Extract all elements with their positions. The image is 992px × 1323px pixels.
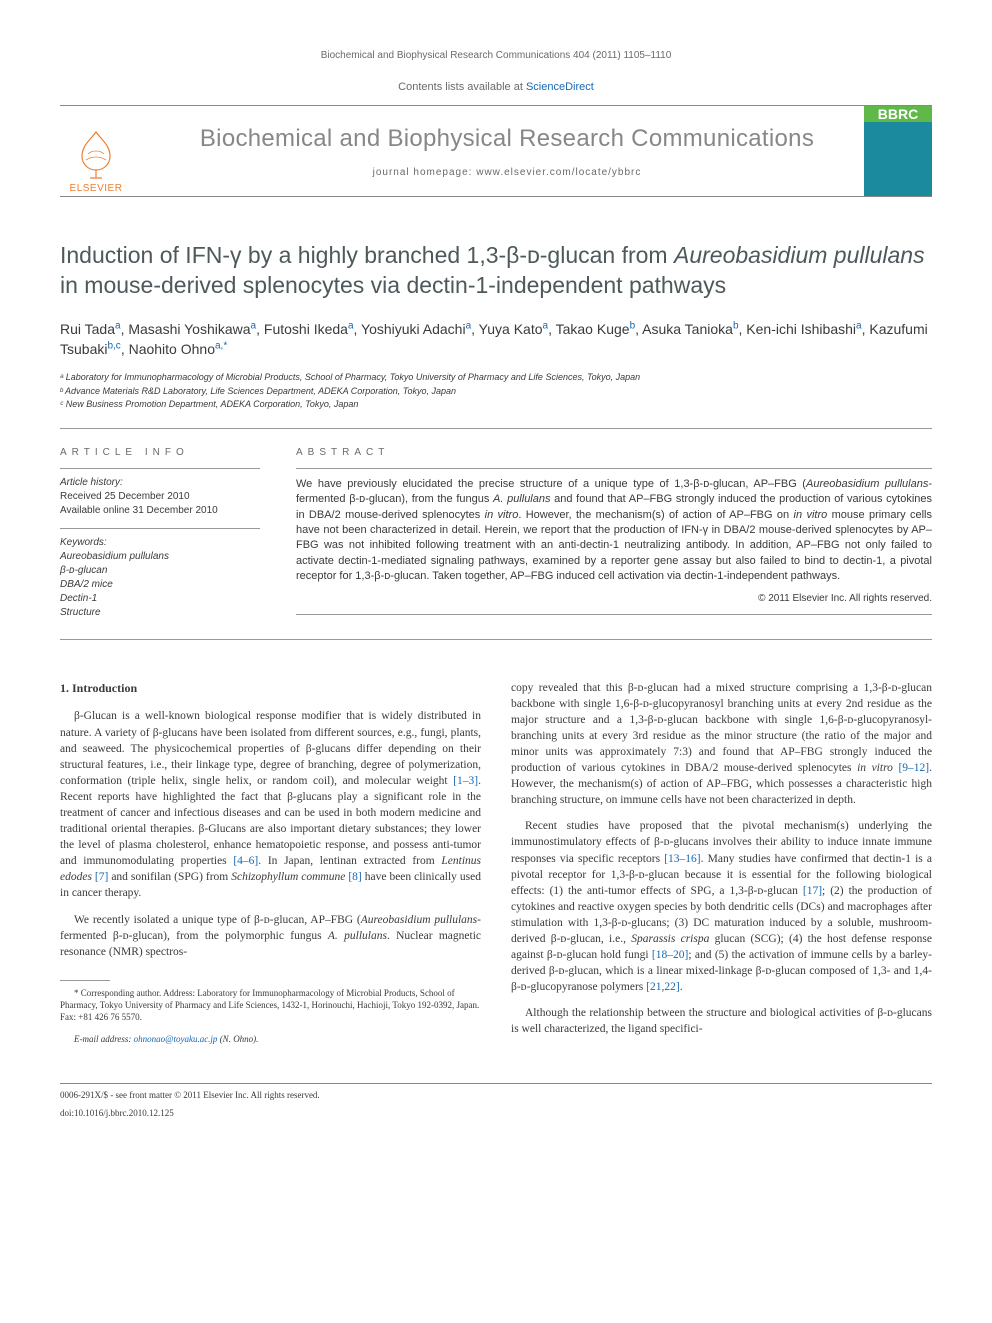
info-abstract-row: ARTICLE INFO Article history: Received 2… (60, 447, 932, 623)
footnote-rule (60, 980, 110, 981)
elsevier-tree-icon (72, 128, 120, 180)
divider (60, 428, 932, 429)
article-info-col: ARTICLE INFO Article history: Received 2… (60, 447, 260, 623)
abstract-col: ABSTRACT We have previously elucidated t… (296, 447, 932, 623)
bottom-rule (60, 1083, 932, 1084)
sciencedirect-link[interactable]: ScienceDirect (526, 81, 594, 93)
abstract-copyright: © 2011 Elsevier Inc. All rights reserved… (296, 593, 932, 604)
history-heading: Article history: (60, 477, 260, 488)
email-person: (N. Ohno). (220, 1034, 259, 1044)
article-title: Induction of IFN-γ by a highly branched … (60, 241, 932, 301)
corresponding-author-note: * Corresponding author. Address: Laborat… (60, 987, 481, 1023)
body-paragraph: Recent studies have proposed that the pi… (511, 818, 932, 995)
affiliation-a: ᵃ Laboratory for Immunopharmacology of M… (60, 371, 932, 385)
abstract-text: We have previously elucidated the precis… (296, 477, 932, 585)
journal-homepage: journal homepage: www.elsevier.com/locat… (150, 167, 864, 178)
journal-banner: ELSEVIER Biochemical and Biophysical Res… (60, 105, 932, 197)
header-citation: Biochemical and Biophysical Research Com… (60, 50, 932, 61)
body-col-left: 1. Introduction β-Glucan is a well-known… (60, 680, 481, 1056)
article-info-heading: ARTICLE INFO (60, 447, 260, 458)
info-divider (296, 468, 932, 469)
page-root: Biochemical and Biophysical Research Com… (0, 0, 992, 1169)
journal-title-block: Biochemical and Biophysical Research Com… (150, 125, 864, 178)
affiliation-b: ᵇ Advance Materials R&D Laboratory, Life… (60, 385, 932, 399)
journal-title: Biochemical and Biophysical Research Com… (150, 125, 864, 153)
info-divider (296, 614, 932, 615)
keywords-list: Aureobasidium pullulansβ-ᴅ-glucanDBA/2 m… (60, 550, 260, 620)
affiliations: ᵃ Laboratory for Immunopharmacology of M… (60, 371, 932, 412)
issn-line: 0006-291X/$ - see front matter © 2011 El… (60, 1089, 932, 1101)
contents-line: Contents lists available at ScienceDirec… (60, 81, 932, 93)
abstract-heading: ABSTRACT (296, 447, 932, 458)
divider (60, 639, 932, 640)
author-list: Rui Tadaa, Masashi Yoshikawaa, Futoshi I… (60, 319, 932, 360)
elsevier-logo: ELSEVIER (60, 109, 132, 194)
history-lines: Received 25 December 2010Available onlin… (60, 490, 260, 518)
info-divider (60, 468, 260, 469)
section-1-heading: 1. Introduction (60, 680, 481, 697)
body-columns: 1. Introduction β-Glucan is a well-known… (60, 680, 932, 1056)
doi-line: doi:10.1016/j.bbrc.2010.12.125 (60, 1107, 932, 1119)
cover-code: BBRC (878, 106, 918, 122)
info-divider (60, 528, 260, 529)
contents-prefix: Contents lists available at (398, 81, 526, 93)
body-paragraph: We recently isolated a unique type of β-… (60, 912, 481, 960)
author-email-link[interactable]: ohnonao@toyaku.ac.jp (134, 1034, 218, 1044)
journal-cover-thumb: BBRC (864, 106, 932, 196)
keywords-heading: Keywords: (60, 537, 260, 548)
email-line: E-mail address: ohnonao@toyaku.ac.jp (N.… (60, 1033, 481, 1045)
body-paragraph: copy revealed that this β-ᴅ-glucan had a… (511, 680, 932, 809)
body-paragraph: Although the relationship between the st… (511, 1005, 932, 1037)
affiliation-c: ᶜ New Business Promotion Department, ADE… (60, 398, 932, 412)
elsevier-label: ELSEVIER (70, 183, 123, 194)
body-paragraph: β-Glucan is a well-known biological resp… (60, 708, 481, 901)
email-label: E-mail address: (74, 1034, 131, 1044)
body-col-right: copy revealed that this β-ᴅ-glucan had a… (511, 680, 932, 1056)
